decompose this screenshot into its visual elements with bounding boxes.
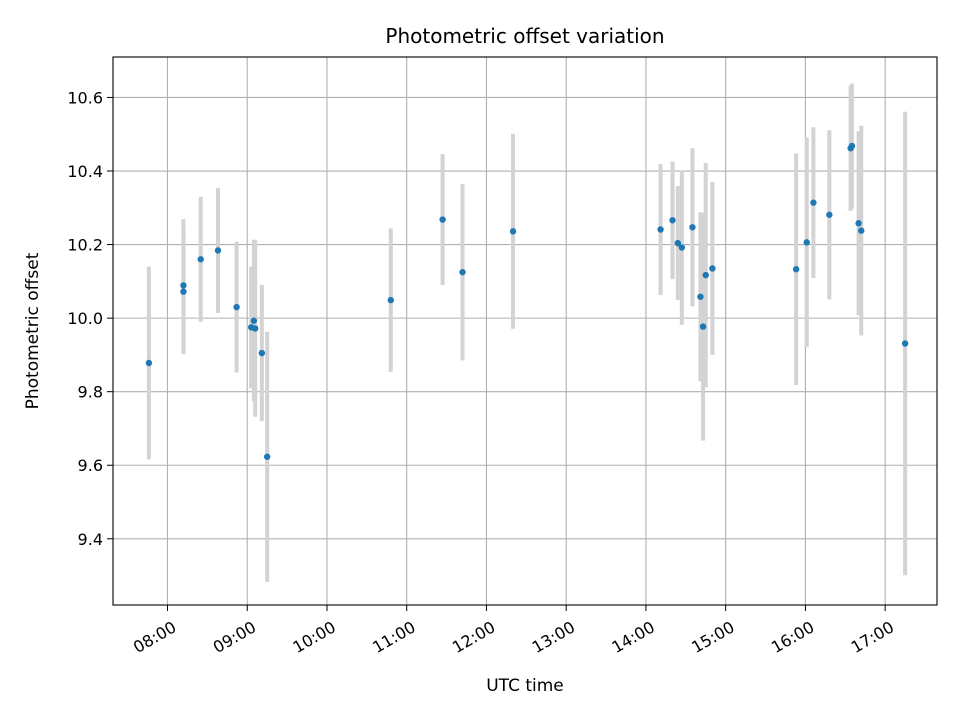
- data-point: [699, 323, 707, 330]
- data-point: [214, 247, 222, 254]
- data-point: [810, 199, 817, 206]
- y-tick-label: 10.2: [67, 236, 103, 255]
- data-point: [509, 228, 517, 235]
- data-point: [702, 271, 709, 279]
- data-point: [674, 239, 682, 247]
- data-point: [263, 453, 271, 460]
- data-point: [657, 226, 664, 233]
- y-tick-label: 9.4: [78, 530, 103, 549]
- data-point: [678, 244, 686, 251]
- y-axis-ticks: 9.4 9.6 9.8 10.0 10.2 10.4 10.6: [67, 88, 113, 549]
- data-point: [669, 217, 676, 224]
- data-point: [233, 303, 240, 311]
- data-point: [197, 256, 204, 263]
- data-point: [826, 211, 833, 218]
- data-points: [145, 142, 909, 460]
- y-tick-label: 10.0: [67, 309, 103, 328]
- y-axis-label: Photometric offset: [23, 252, 43, 409]
- data-point: [689, 224, 696, 231]
- data-point: [459, 268, 466, 276]
- data-point: [792, 266, 800, 273]
- data-point: [858, 227, 865, 234]
- data-point: [180, 288, 187, 295]
- data-point: [252, 325, 259, 332]
- y-tick-label: 10.4: [67, 162, 103, 181]
- data-point: [387, 296, 394, 304]
- y-tick-label: 9.6: [78, 456, 103, 475]
- data-point: [848, 142, 856, 150]
- y-tick-label: 10.6: [67, 88, 103, 107]
- data-point: [145, 359, 153, 367]
- data-point: [258, 349, 266, 357]
- x-axis-label: UTC time: [486, 676, 564, 696]
- y-tick-label: 9.8: [78, 383, 103, 402]
- data-point: [803, 239, 810, 246]
- data-point: [250, 317, 258, 324]
- data-point: [180, 282, 187, 289]
- plot-area-frame: [112, 56, 938, 606]
- data-point: [855, 220, 862, 227]
- data-point: [697, 293, 704, 300]
- gridlines: [113, 57, 937, 605]
- data-point: [901, 340, 909, 347]
- data-point: [709, 265, 716, 272]
- data-point: [439, 216, 446, 223]
- chart-title: Photometric offset variation: [385, 24, 664, 48]
